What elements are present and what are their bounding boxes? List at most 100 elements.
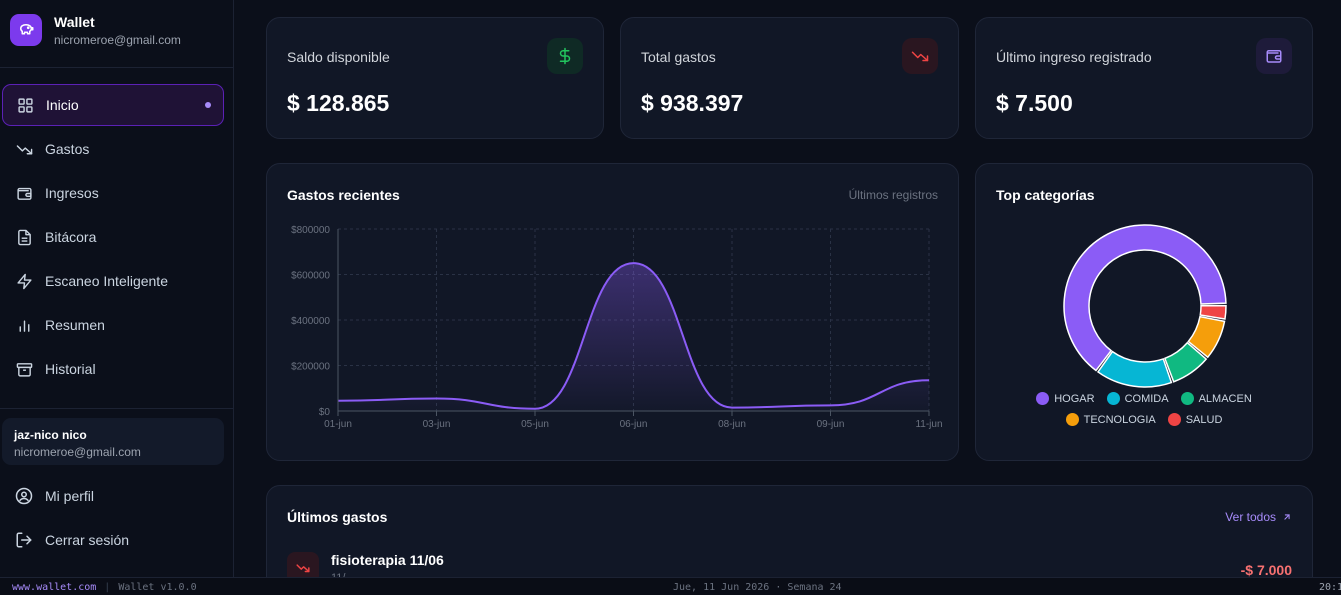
- legend-item-tecnologia[interactable]: TECNOLOGIA: [1065, 413, 1156, 426]
- stat-card-saldo: Saldo disponible $ 128.865: [266, 17, 604, 139]
- stat-value: $ 128.865: [287, 90, 390, 116]
- logout-icon: [15, 531, 33, 549]
- legend-label: TECNOLOGIA: [1083, 413, 1156, 426]
- nav-item-mi-perfil[interactable]: Mi perfil: [2, 475, 224, 517]
- dollar-icon: [547, 38, 583, 74]
- user-circle-icon: [15, 487, 33, 505]
- x-tick-label: 08-jun: [718, 419, 746, 430]
- nav-item-ingresos[interactable]: Ingresos: [2, 172, 224, 214]
- trending-down-icon: [902, 38, 938, 74]
- wallet-icon: [15, 184, 33, 202]
- categories-legend: HOGAR COMIDA ALMACEN TECNOLOGIA SALUD: [976, 392, 1312, 434]
- nav-label: Ingresos: [45, 185, 99, 201]
- legend-item-almacen[interactable]: ALMACEN: [1180, 392, 1252, 405]
- arrow-up-right-icon: [1282, 512, 1292, 522]
- nav-label: Historial: [45, 361, 96, 377]
- status-bar: www.wallet.com | Wallet v1.0.0 Jue, 11 Jun…: [0, 577, 1341, 595]
- stat-label: Saldo disponible: [287, 49, 390, 65]
- main-nav: Inicio Gastos Ingresos Bitácora Escaneo …: [0, 68, 233, 390]
- stat-card-gastos: Total gastos $ 938.397: [620, 17, 959, 139]
- sidebar: Wallet nicromeroe@gmail.com Inicio Gasto…: [0, 0, 234, 577]
- legend-item-hogar[interactable]: HOGAR: [1036, 392, 1095, 405]
- legend-swatch: [1036, 392, 1050, 405]
- legend-item-comida[interactable]: COMIDA: [1106, 392, 1169, 405]
- legend-swatch: [1106, 392, 1120, 405]
- card-title: Top categorías: [996, 187, 1095, 203]
- recent-expenses-card: Gastos recientes Últimos registros $8000…: [266, 163, 959, 461]
- legend-label: SALUD: [1185, 413, 1223, 426]
- legend-label: ALMACEN: [1198, 392, 1252, 405]
- brand: Wallet nicromeroe@gmail.com: [0, 0, 233, 68]
- stat-card-ultimo-ingreso: Último ingreso registrado $ 7.500: [975, 17, 1313, 139]
- y-tick-label: $600000: [291, 271, 330, 282]
- x-tick-label: 11-jun: [915, 419, 942, 430]
- categories-donut-chart: [1063, 224, 1227, 388]
- trending-down-icon: [15, 140, 33, 158]
- nav-label: Bitácora: [45, 229, 97, 245]
- legend-swatch: [1065, 413, 1079, 426]
- grid-icon: [16, 96, 34, 114]
- x-tick-label: 01-jun: [324, 419, 352, 430]
- series-line: [337, 262, 930, 410]
- nav-label: Inicio: [46, 97, 79, 113]
- stat-label: Último ingreso registrado: [996, 49, 1152, 65]
- slice-almacen[interactable]: [1163, 341, 1208, 383]
- legend-label: HOGAR: [1054, 392, 1095, 405]
- legend-swatch: [1167, 413, 1181, 426]
- nav-item-cerrar-sesion[interactable]: Cerrar sesión: [2, 519, 224, 561]
- x-tick-label: 05-jun: [521, 419, 549, 430]
- bolt-icon: [15, 272, 33, 290]
- expense-amount: -$ 7.000: [1240, 562, 1292, 578]
- legend-label: COMIDA: [1124, 392, 1169, 405]
- y-tick-label: $800000: [291, 225, 330, 236]
- y-tick-label: $200000: [291, 362, 330, 373]
- nav-item-escaneo[interactable]: Escaneo Inteligente: [2, 260, 224, 302]
- slice-hogar[interactable]: [1063, 224, 1227, 372]
- nav-label: Gastos: [45, 141, 90, 157]
- slice-comida[interactable]: [1096, 350, 1173, 388]
- card-title: Gastos recientes: [287, 187, 400, 203]
- app-account-email: nicromeroe@gmail.com: [54, 33, 181, 47]
- legend-swatch: [1180, 392, 1194, 405]
- card-subtitle: Últimos registros: [848, 188, 938, 202]
- x-tick-label: 03-jun: [423, 419, 451, 430]
- piggy-bank-icon: [10, 13, 42, 46]
- active-dot: [205, 102, 211, 108]
- nav-item-inicio[interactable]: Inicio: [2, 84, 224, 126]
- nav-label: Mi perfil: [45, 488, 95, 504]
- nav-item-bitacora[interactable]: Bitácora: [2, 216, 224, 258]
- nav-item-historial[interactable]: Historial: [2, 348, 224, 390]
- slice-tecnologia[interactable]: [1187, 315, 1226, 359]
- archive-icon: [15, 360, 33, 378]
- nav-item-resumen[interactable]: Resumen: [2, 304, 224, 346]
- user-card[interactable]: jaz-nico nico nicromeroe@gmail.com: [2, 418, 224, 465]
- stat-label: Total gastos: [641, 49, 716, 65]
- legend-item-salud[interactable]: SALUD: [1167, 413, 1223, 426]
- area-fill: [338, 263, 929, 411]
- x-tick-label: 09-jun: [817, 419, 845, 430]
- account-section: jaz-nico nico nicromeroe@gmail.com Mi pe…: [0, 408, 233, 563]
- nav-label: Cerrar sesión: [45, 532, 130, 548]
- user-name: jaz-nico nico: [14, 428, 87, 442]
- status-url[interactable]: www.wallet.com: [12, 582, 97, 593]
- nav-item-gastos[interactable]: Gastos: [2, 128, 224, 170]
- top-categories-card: Top categorías HOGAR COMIDA ALMACEN TECNOL…: [975, 163, 1313, 461]
- status-date: Jue, 11 Jun 2026 · Semana 24: [673, 582, 842, 593]
- expense-name: fisioterapia 11/06: [331, 552, 444, 568]
- user-email: nicromeroe@gmail.com: [14, 445, 141, 459]
- stat-value: $ 7.500: [996, 90, 1073, 116]
- status-version: Wallet v1.0.0: [118, 582, 197, 593]
- nav-label: Escaneo Inteligente: [45, 273, 168, 289]
- status-time: 20:1: [1319, 582, 1341, 593]
- app-title: Wallet: [54, 14, 95, 30]
- y-tick-label: $0: [319, 407, 331, 418]
- nav-label: Resumen: [45, 317, 105, 333]
- document-icon: [15, 228, 33, 246]
- wallet-icon: [1256, 38, 1292, 74]
- x-tick-label: 06-jun: [620, 419, 648, 430]
- view-all-link[interactable]: Ver todos: [1225, 510, 1292, 524]
- stat-value: $ 938.397: [641, 90, 744, 116]
- slice-salud[interactable]: [1199, 304, 1227, 320]
- y-tick-label: $400000: [291, 316, 330, 327]
- card-title: Últimos gastos: [287, 509, 388, 525]
